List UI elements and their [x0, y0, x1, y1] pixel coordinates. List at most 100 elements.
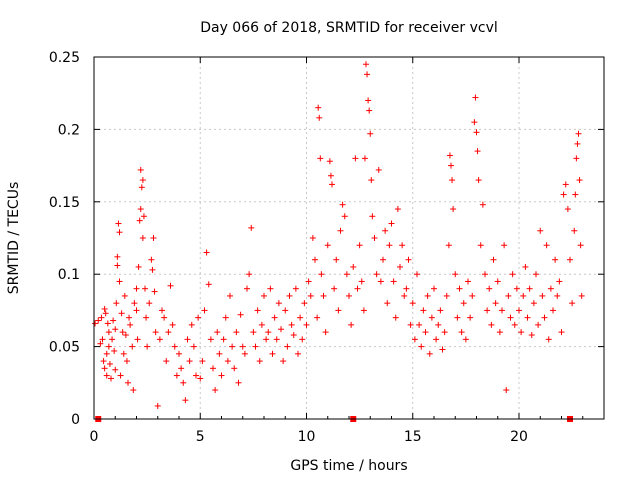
data-point	[136, 217, 143, 224]
data-point	[290, 332, 297, 339]
grid	[94, 57, 604, 419]
data-point	[111, 347, 118, 354]
data-point	[564, 206, 571, 213]
data-point	[331, 285, 338, 292]
data-point	[439, 346, 446, 353]
data-point	[556, 278, 563, 285]
data-point	[449, 177, 456, 184]
data-point	[375, 166, 382, 173]
data-point	[139, 177, 146, 184]
data-point	[101, 305, 108, 312]
data-point	[377, 278, 384, 285]
data-point	[161, 314, 168, 321]
data-point	[108, 375, 114, 382]
data-point	[241, 350, 248, 357]
data-point	[315, 104, 322, 111]
data-point	[496, 329, 503, 336]
data-point	[100, 358, 107, 365]
data-point	[140, 213, 147, 220]
data-point	[320, 292, 327, 299]
data-point	[326, 158, 333, 165]
data-point	[535, 321, 542, 328]
data-point	[414, 271, 420, 278]
data-point	[105, 343, 112, 350]
x-axis-label: GPS time / hours	[290, 458, 407, 474]
data-point	[173, 372, 180, 379]
data-point	[552, 256, 559, 263]
data-point	[115, 220, 122, 227]
data-point	[316, 114, 323, 121]
data-point	[139, 235, 146, 241]
data-point	[184, 336, 191, 343]
y-axis-label: SRMTID / TECUs	[6, 182, 22, 295]
data-point	[380, 256, 386, 263]
data-point	[113, 300, 120, 307]
data-point	[507, 314, 514, 321]
x-tick-label: 20	[510, 429, 528, 445]
data-point	[299, 336, 306, 343]
data-point	[142, 285, 148, 292]
data-point	[106, 360, 113, 367]
data-point	[465, 278, 471, 285]
data-point	[445, 242, 452, 249]
data-point	[503, 387, 510, 394]
data-point	[541, 314, 548, 321]
y-tick-label: 0.25	[49, 50, 80, 66]
data-point	[101, 365, 108, 372]
data-point	[301, 300, 308, 307]
data-point	[343, 271, 350, 278]
data-point	[367, 130, 374, 137]
data-point	[477, 242, 484, 249]
data-point	[524, 314, 531, 321]
data-point	[151, 288, 158, 295]
data-point	[159, 307, 165, 314]
data-point	[231, 365, 238, 372]
data-point	[239, 343, 246, 350]
data-point	[122, 332, 129, 339]
data-point	[322, 329, 329, 336]
data-point	[422, 329, 429, 336]
data-point	[448, 162, 454, 169]
data-point	[312, 256, 318, 263]
chart-title: Day 066 of 2018, SRMTID for receiver vcv…	[200, 20, 498, 36]
data-point	[227, 292, 233, 299]
data-point	[574, 140, 581, 147]
data-point	[520, 292, 527, 299]
data-point	[114, 253, 121, 260]
data-point	[567, 256, 573, 263]
data-point	[399, 242, 406, 249]
data-point	[441, 329, 448, 336]
data-point	[562, 181, 569, 188]
data-point	[220, 336, 227, 343]
x-tick-label: 5	[196, 429, 205, 445]
data-point	[165, 329, 172, 336]
data-point	[109, 336, 116, 343]
data-point	[297, 314, 304, 321]
data-point	[397, 263, 403, 270]
data-point	[92, 320, 99, 327]
data-point	[352, 155, 359, 162]
data-point	[118, 310, 125, 317]
data-point	[275, 300, 282, 307]
data-point	[431, 285, 437, 292]
data-point	[373, 271, 380, 278]
data-point	[203, 249, 210, 256]
data-point	[411, 336, 418, 343]
data-point	[233, 329, 240, 336]
data-point	[307, 292, 314, 299]
data-point	[356, 242, 363, 249]
data-point	[516, 307, 522, 314]
data-point	[182, 397, 189, 404]
data-point	[280, 358, 287, 365]
data-point	[363, 61, 369, 68]
data-point	[169, 321, 176, 328]
data-point	[235, 379, 242, 386]
data-point	[210, 365, 216, 372]
data-point	[390, 278, 397, 285]
data-point	[103, 372, 110, 379]
data-point	[218, 372, 225, 379]
data-point	[180, 379, 187, 386]
data-point	[571, 227, 578, 234]
data-point	[131, 300, 138, 307]
